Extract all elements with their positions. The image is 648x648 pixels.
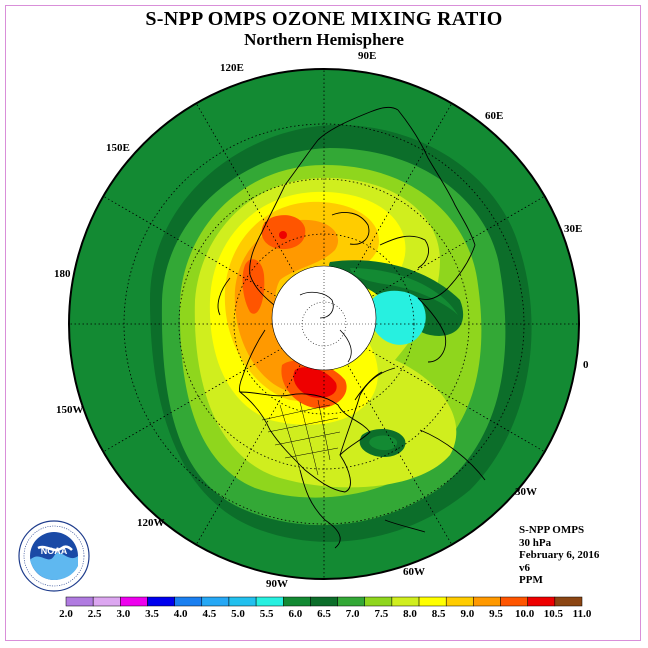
colorbar-swatch	[554, 596, 583, 607]
info-instrument: S-NPP OMPS	[519, 524, 585, 536]
colorbar-tick-label: 2.5	[88, 608, 102, 620]
colorbar-tick-label: 9.5	[489, 608, 503, 620]
info-units: PPM	[519, 574, 543, 587]
noaa-logo: NOAA	[18, 520, 90, 592]
lon-label-120w: 120W	[137, 517, 165, 529]
colorbar-swatch	[527, 596, 556, 607]
colorbar-ticks: 2.0 2.5 3.0 3.5 4.0 4.5 5.0 5.5 6.0 6.5 7.0 7.5 8.0 8…	[59, 608, 592, 620]
lon-label-90w: 90W	[266, 578, 288, 590]
colorbar-swatch	[228, 596, 257, 607]
colorbar-swatch	[120, 596, 148, 607]
ozone-field	[69, 69, 579, 579]
logo-text: NOAA	[41, 546, 68, 556]
colorbar-swatch	[310, 596, 338, 607]
colorbar-swatch	[147, 596, 175, 607]
coastlines	[217, 106, 486, 549]
lon-label-30w: 30W	[515, 486, 537, 498]
lon-label-60e: 60E	[485, 110, 504, 122]
lon-label-0: 0	[583, 359, 589, 371]
info-block: S-NPP OMPS 30 hPa February 6, 2016 v6 PP…	[519, 524, 599, 587]
lon-label-120e: 120E	[220, 62, 244, 74]
colorbar-tick-label: 10.5	[544, 608, 564, 620]
colorbar-swatches	[65, 596, 583, 607]
colorbar-tick-label: 3.0	[116, 608, 130, 620]
colorbar-tick-label: 5.0	[231, 608, 245, 620]
lon-label-90e: 90E	[358, 50, 377, 62]
meridians	[69, 69, 579, 579]
colorbar-swatch	[500, 596, 528, 607]
colorbar-tick-label: 11.0	[573, 608, 592, 620]
map-title: S-NPP OMPS OZONE MIXING RATIO	[145, 8, 503, 30]
info-version: v6	[519, 561, 530, 574]
colorbar-swatch	[65, 596, 94, 607]
lon-label-60w: 60W	[403, 566, 425, 578]
figure-frame	[5, 5, 641, 641]
colorbar-tick-label: 6.5	[317, 608, 331, 620]
colorbar-tick-label: 3.5	[145, 608, 159, 620]
colorbar-tick-label: 9.0	[460, 608, 474, 620]
colorbar-tick-label: 10.0	[515, 608, 535, 620]
colorbar-tick-label: 2.0	[59, 608, 73, 620]
map-boundary	[68, 68, 580, 580]
colorbar-tick-label: 8.0	[403, 608, 417, 620]
colorbar-tick-label: 4.0	[174, 608, 188, 620]
colorbar-tick-label: 8.5	[432, 608, 446, 620]
colorbar-swatch	[445, 596, 474, 607]
lon-label-180: 180	[54, 268, 71, 280]
colorbar-swatch	[364, 596, 393, 607]
colorbar-swatch	[391, 596, 420, 607]
polar-coastline	[299, 291, 352, 363]
colorbar-swatch	[92, 596, 121, 607]
colorbar-tick-label: 7.5	[374, 608, 388, 620]
colorbar-tick-label: 6.0	[288, 608, 302, 620]
lon-label-150e: 150E	[106, 142, 130, 154]
colorbar-swatch	[201, 596, 230, 607]
colorbar-swatch	[255, 596, 284, 607]
colorbar-swatch	[473, 596, 501, 607]
map-subtitle: Northern Hemisphere	[244, 30, 404, 49]
lon-label-30e: 30E	[564, 223, 583, 235]
colorbar-tick-label: 5.5	[260, 608, 274, 620]
info-date: February 6, 2016	[519, 549, 600, 562]
colorbar-tick-label: 4.5	[202, 608, 216, 620]
polar-cap-grid	[272, 270, 376, 370]
colorbar-swatch	[174, 596, 203, 607]
colorbar-swatch	[283, 596, 311, 607]
colorbar-tick-label: 7.0	[346, 608, 360, 620]
colorbar-swatch	[418, 596, 447, 607]
colorbar-swatch	[337, 596, 365, 607]
info-level: 30 hPa	[519, 536, 552, 549]
state-borders	[261, 399, 341, 476]
lon-label-150w: 150W	[56, 404, 84, 416]
